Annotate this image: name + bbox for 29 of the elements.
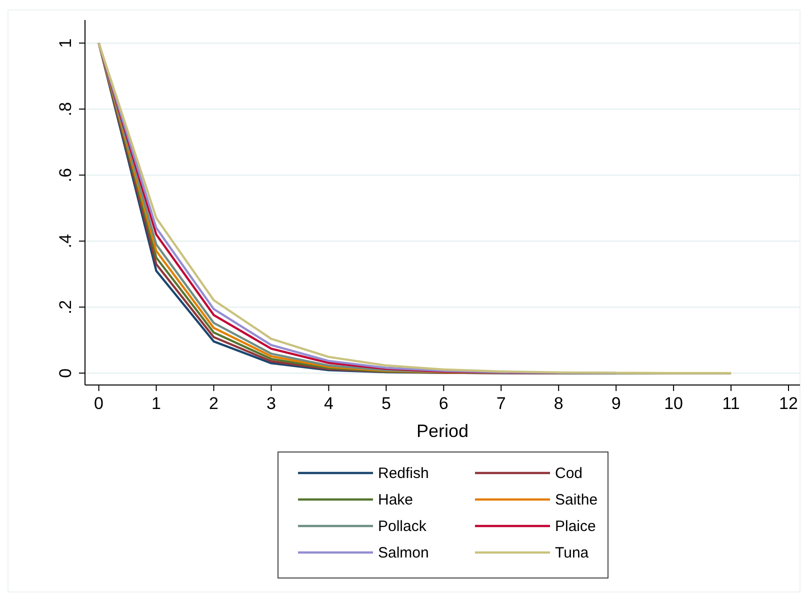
y-tick-label: .2 [56,300,75,314]
y-tick-label: 1 [56,38,75,48]
x-tick-label: 10 [664,394,684,413]
y-tick-label: .8 [56,102,75,116]
x-tick-label: 8 [554,394,564,413]
x-tick-label: 1 [152,394,162,413]
legend-label: Plaice [555,518,596,535]
x-tick-label: 11 [722,394,740,413]
legend-label: Cod [555,465,583,482]
legend-label: Pollack [378,518,427,535]
x-tick-label: 4 [324,394,334,413]
legend-label: Saithe [555,492,598,508]
x-tick-label: 2 [209,394,218,413]
x-axis-title: Period [416,421,469,441]
y-tick-label: 0 [56,368,75,378]
y-tick-label: .4 [56,234,75,248]
x-tick-label: 6 [438,394,448,413]
x-tick-label: 5 [381,394,391,413]
legend-label: Salmon [378,544,429,562]
legend-label: Redfish [378,465,429,482]
x-tick-label: 9 [611,394,621,413]
x-tick-label: 0 [94,394,104,413]
x-tick-label: 12 [779,394,798,413]
y-tick-label: .6 [56,168,75,182]
x-tick-label: 3 [266,394,276,413]
legend-label: Hake [378,492,414,508]
x-tick-label: 7 [496,394,506,413]
legend-label: Tuna [555,544,590,562]
line-series [98,42,732,374]
